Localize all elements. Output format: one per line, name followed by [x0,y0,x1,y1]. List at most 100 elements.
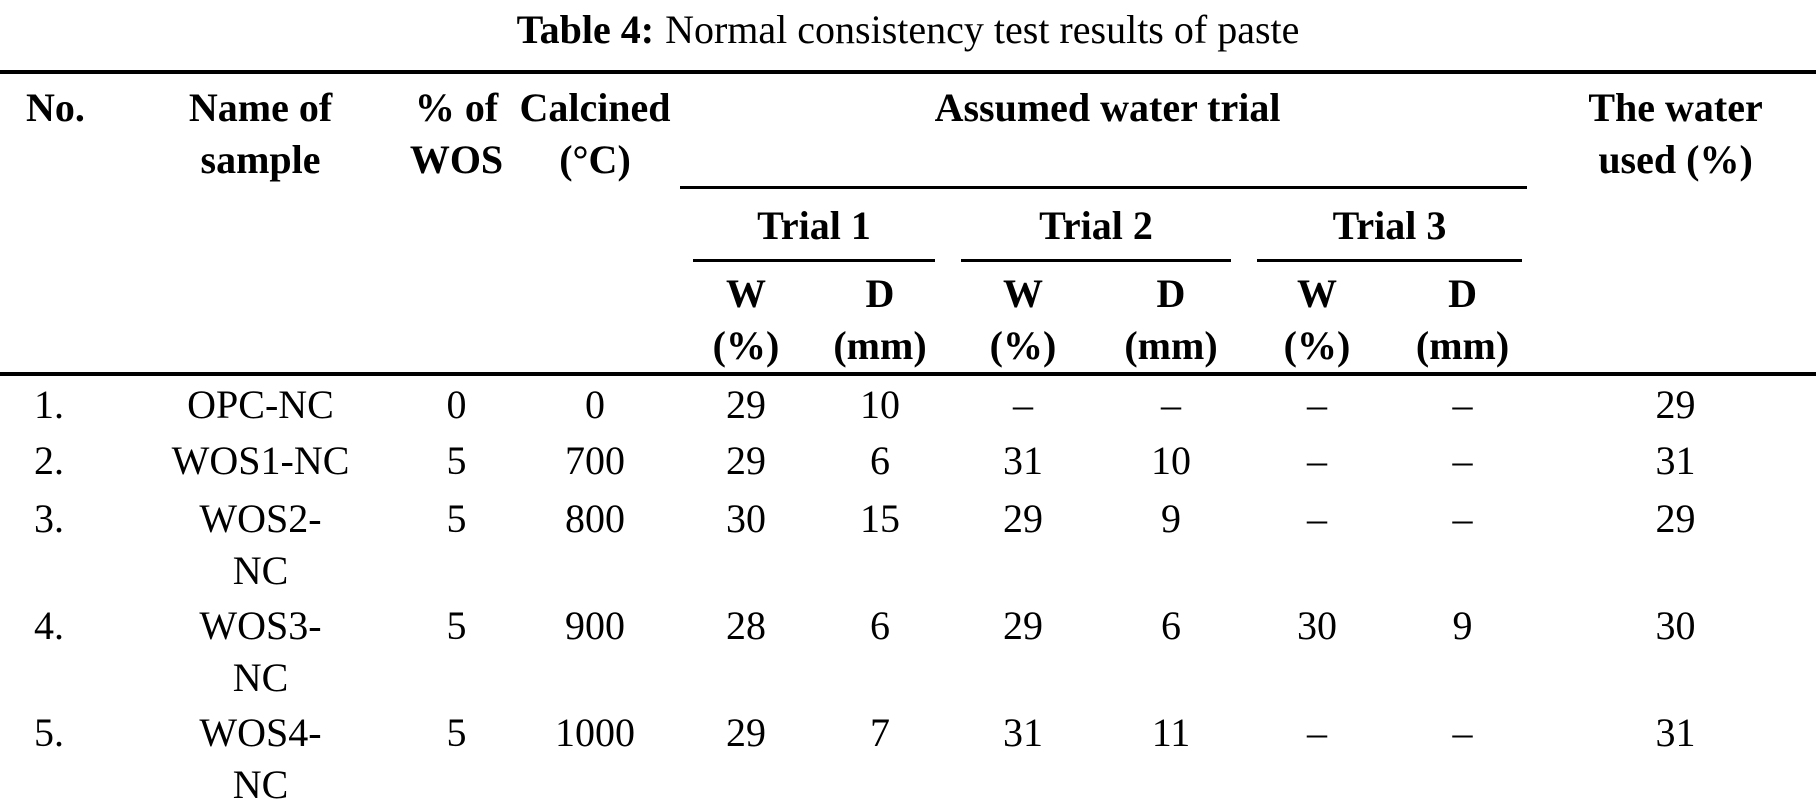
cell-no: 3. [34,496,64,541]
table-row: 5. WOS4- NC 5 1000 29 7 31 11 – – 31 [0,704,1816,799]
cell-no: 1. [34,382,64,427]
cell-calcined: 900 [565,603,625,648]
cell-calcined: 700 [565,438,625,483]
trial2-d-line2: (mm) [1124,323,1218,368]
cell-trial3-d: – [1452,496,1473,541]
col-header-water-line1: The water [1588,85,1763,130]
normal-consistency-table: No. Name of sample % of WOS Calcined (°C… [0,70,1816,799]
col-header-name-line2: sample [200,137,321,182]
cell-trial1-w: 29 [726,710,766,755]
cell-no: 4. [34,603,64,648]
col-header-trial1-d: D (mm) [812,262,948,376]
col-header-no-label: No. [26,85,85,130]
cell-water-used: 30 [1655,603,1696,648]
cell-trial2-d: 10 [1151,438,1191,483]
cell-sample-name-line1: OPC-NC [187,382,334,427]
trial-1-label: Trial 1 [693,200,935,262]
trial-3-label: Trial 3 [1257,200,1523,262]
col-header-trial2-d: D (mm) [1098,262,1244,376]
table-row: 1. OPC-NC 0 0 29 10 – – – – 29 [0,374,1816,432]
table-caption-label: Table 4: [516,7,655,52]
trial3-w-line1: W [1297,271,1337,316]
cell-trial3-d: – [1452,710,1473,755]
cell-trial3-d: 9 [1452,603,1473,648]
cell-trial3-w: 30 [1297,603,1337,648]
col-header-water-line2: used (%) [1598,137,1753,182]
table-body: 1. OPC-NC 0 0 29 10 – – – – 29 2. WOS1-N… [0,374,1816,799]
cell-trial1-d: 6 [870,438,890,483]
trial2-w-line2: (%) [989,323,1057,368]
cell-trial3-w: – [1307,438,1327,483]
col-header-name-line1: Name of [188,85,333,130]
col-header-trial-3: Trial 3 [1244,195,1535,262]
trial1-d-line1: D [865,271,895,316]
cell-trial1-w: 30 [726,496,766,541]
trial2-d-line1: D [1156,271,1186,316]
cell-trial2-d: 6 [1161,603,1181,648]
table-caption-text: Normal consistency test results of paste [665,7,1300,52]
cell-water-used: 29 [1655,382,1696,427]
cell-water-used: 31 [1655,710,1696,755]
cell-sample-name-line1: WOS1-NC [171,438,350,483]
cell-water-used: 31 [1655,438,1696,483]
col-header-name-of-sample: Name of sample [118,72,403,376]
cell-sample-name-line2: NC [232,762,289,799]
cell-trial2-w: 31 [1003,438,1043,483]
assumed-water-trial-label: Assumed water trial [934,85,1281,130]
cell-water-used: 29 [1655,496,1696,541]
cell-calcined: 1000 [555,710,635,755]
col-header-calcined-line2: (°C) [559,137,631,182]
cell-trial3-w: – [1307,710,1327,755]
cell-trial3-d: – [1452,382,1473,427]
col-header-trial1-w: W (%) [680,262,812,376]
cell-sample-name: WOS4- NC [118,704,403,799]
cell-trial2-w: 29 [1003,603,1043,648]
cell-wos: 0 [446,382,467,427]
trial-2-label: Trial 2 [961,200,1231,262]
cell-trial1-d: 7 [870,710,890,755]
table-row: 2. WOS1-NC 5 700 29 6 31 10 – – 31 [0,432,1816,490]
cell-trial1-w: 29 [726,382,766,427]
cell-sample-name: WOS1-NC [118,432,403,490]
cell-wos: 5 [446,438,467,483]
cell-sample-name-line2: NC [232,548,289,593]
table-row: 4. WOS3- NC 5 900 28 6 29 6 30 9 30 [0,597,1816,704]
trial1-d-line2: (mm) [833,323,927,368]
trial3-d-line2: (mm) [1415,323,1510,368]
cell-trial2-w: 29 [1003,496,1043,541]
cell-trial2-w: – [1013,382,1033,427]
cell-sample-name: OPC-NC [118,374,403,432]
cell-trial2-d: 11 [1151,710,1191,755]
table-row: 3. WOS2- NC 5 800 30 15 29 9 – – 29 [0,490,1816,597]
cell-trial1-w: 28 [726,603,766,648]
cell-trial3-d: – [1452,438,1473,483]
cell-wos: 5 [446,710,467,755]
col-header-no: No. [0,72,118,376]
cell-trial1-d: 6 [870,603,890,648]
cell-no: 5. [34,710,64,755]
cell-wos: 5 [446,603,467,648]
col-header-wos-line1: % of [414,85,499,130]
cell-sample-name-line1: WOS2- [199,496,322,541]
cell-sample-name-line1: WOS4- [199,710,322,755]
col-header-percent-wos: % of WOS [403,72,510,376]
col-header-trial-2: Trial 2 [948,195,1244,262]
trial3-d-line1: D [1448,271,1477,316]
cell-trial2-w: 31 [1003,710,1043,755]
col-header-assumed-water-trial: Assumed water trial [680,72,1535,195]
table-header: No. Name of sample % of WOS Calcined (°C… [0,72,1816,376]
trial2-w-line1: W [1003,271,1043,316]
cell-trial1-d: 15 [860,496,900,541]
cell-trial3-w: – [1307,382,1327,427]
cell-trial2-d: 9 [1161,496,1181,541]
col-header-water-used: The water used (%) [1535,72,1816,376]
col-header-trial-1: Trial 1 [680,195,948,262]
trial1-w-line1: W [726,271,766,316]
cell-trial1-d: 10 [860,382,900,427]
cell-calcined: 0 [585,382,605,427]
cell-wos: 5 [446,496,467,541]
trial3-w-line2: (%) [1283,323,1351,368]
trial1-w-line2: (%) [712,323,780,368]
col-header-calcined-line1: Calcined [519,85,671,130]
